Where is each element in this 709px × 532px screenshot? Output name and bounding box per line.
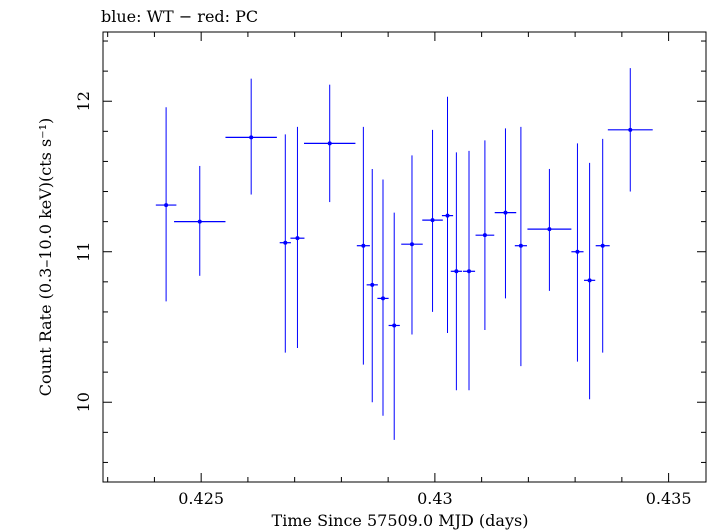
x-axis-label: Time Since 57509.0 MJD (days) (272, 511, 529, 530)
data-marker (249, 135, 254, 140)
data-marker (430, 218, 435, 223)
data-point (422, 129, 443, 312)
data-point (225, 78, 277, 195)
data-marker (164, 203, 169, 208)
data-marker (503, 210, 508, 215)
data-marker (518, 243, 523, 248)
data-point (450, 152, 462, 391)
data-point (356, 126, 370, 365)
y-tick-label: 12 (74, 91, 93, 111)
data-marker (547, 227, 552, 232)
data-point (366, 168, 378, 403)
data-marker (361, 243, 366, 248)
data-marker (197, 219, 202, 224)
data-point (583, 162, 596, 400)
data-marker (454, 269, 459, 274)
plot-frame (102, 31, 707, 483)
data-point (401, 155, 423, 335)
x-tick-label: 0.435 (646, 489, 692, 508)
data-point (441, 96, 454, 334)
tick-labels: 0.425 0.43 0.435 10 11 12 (74, 91, 692, 508)
data-marker (575, 249, 580, 254)
data-marker (445, 213, 450, 218)
data-point (514, 126, 527, 367)
data-marker (628, 127, 633, 132)
data-point (494, 128, 517, 299)
data-marker (392, 323, 397, 328)
data-point (174, 165, 226, 276)
chart-title: blue: WT − red: PC (101, 7, 258, 26)
data-marker (587, 278, 592, 283)
data-point (290, 126, 305, 349)
data-marker (380, 296, 385, 301)
x-tick-label: 0.425 (178, 489, 224, 508)
data-point (279, 134, 291, 353)
data-marker (467, 269, 472, 274)
data-point (462, 150, 476, 391)
data-marker (327, 141, 332, 146)
y-tick-label: 11 (74, 242, 93, 262)
data-marker (370, 282, 375, 287)
data-point (377, 179, 389, 416)
data-marker (409, 242, 414, 247)
data-marker (295, 236, 300, 241)
data-point (388, 212, 400, 440)
data-point (155, 107, 177, 302)
data-marker (482, 233, 487, 238)
axis-ticks (103, 32, 706, 482)
data-marker (283, 240, 288, 245)
data-point (595, 138, 610, 353)
data-series (155, 68, 653, 440)
x-tick-label: 0.43 (417, 489, 453, 508)
data-point (571, 143, 584, 362)
data-point (527, 168, 572, 291)
data-point (475, 140, 495, 330)
data-point (304, 84, 356, 203)
data-point (607, 68, 653, 192)
y-tick-label: 10 (74, 392, 93, 412)
y-axis-label: Count Rate (0.3–10.0 keV)(cts s⁻¹) (36, 118, 55, 397)
data-marker (600, 243, 605, 248)
